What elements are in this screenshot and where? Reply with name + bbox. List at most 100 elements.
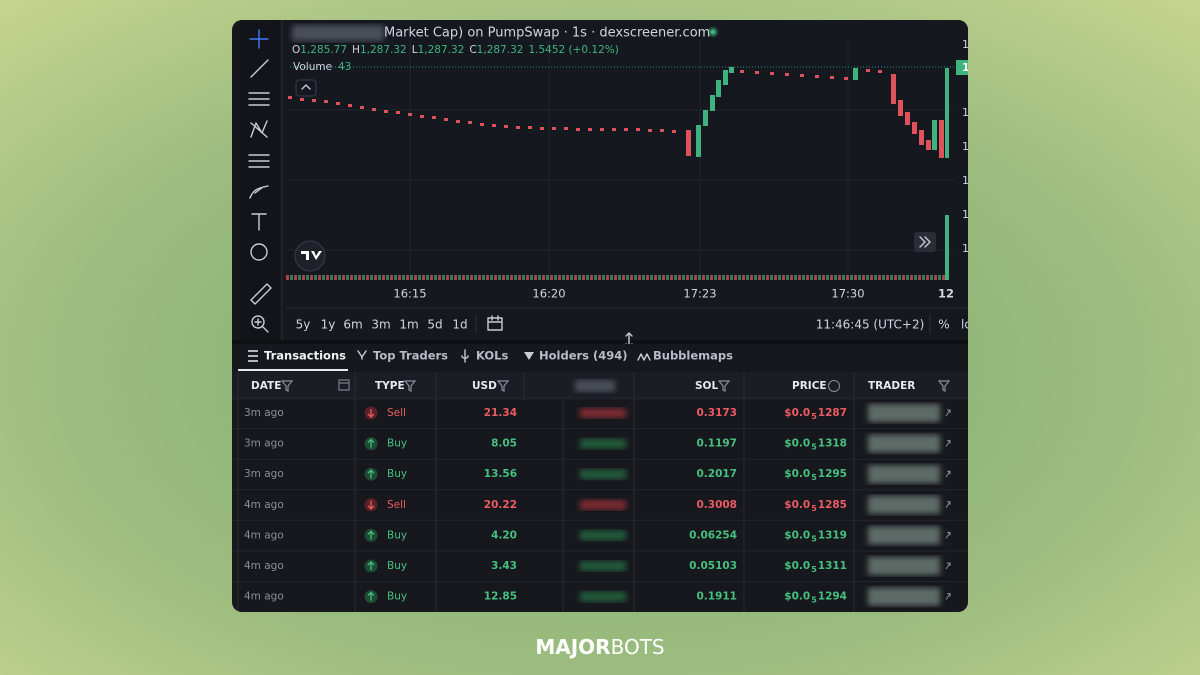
range-button[interactable]: 1d	[452, 318, 467, 332]
price-zeros: 5	[811, 534, 817, 543]
cell-usd: 3.43	[491, 560, 517, 572]
tab-bar	[232, 344, 968, 372]
column-header: TRADER	[868, 380, 915, 392]
trader-link[interactable]	[945, 531, 951, 539]
filter-icon[interactable]	[280, 380, 294, 392]
collapse-icon	[301, 84, 311, 90]
cell-usd: 8.05	[491, 438, 517, 450]
blurred-cell	[580, 499, 626, 510]
cell-sol: 0.1911	[696, 591, 737, 603]
blurred-trader	[868, 526, 940, 545]
type-arrow	[367, 409, 375, 418]
trader-link[interactable]	[945, 501, 951, 509]
filter-icon[interactable]	[403, 380, 417, 392]
ohlc-change: 1.5452 (+0.12%)	[528, 44, 618, 56]
cell-usd: 13.56	[484, 468, 517, 480]
trader-link[interactable]	[945, 409, 951, 417]
cell-price: $0.051285	[784, 499, 847, 513]
blurred-cell	[580, 530, 626, 541]
live-dot	[710, 29, 716, 35]
cell-usd: 20.22	[484, 499, 517, 511]
trader-link[interactable]	[945, 470, 951, 478]
date-calendar-icon[interactable]	[338, 379, 350, 391]
blurred-trader	[868, 404, 940, 422]
time-label: 16:20	[532, 287, 565, 301]
blurred-trader	[868, 495, 940, 514]
price-prefix: $0.0	[784, 438, 810, 450]
column-header: TYPE	[375, 380, 405, 392]
trader-link[interactable]	[945, 440, 951, 447]
blurred-trader	[868, 557, 940, 575]
range-button[interactable]: 1y	[321, 318, 336, 332]
range-toolbar	[285, 309, 968, 339]
cell-type: Buy	[387, 468, 407, 480]
price-scale-label: 1	[962, 140, 969, 153]
price-digits: 1311	[818, 560, 847, 572]
calendar-icon[interactable]	[487, 315, 503, 331]
type-arrow	[367, 561, 375, 570]
range-button[interactable]: 1m	[399, 318, 418, 332]
cell-price: $0.051287	[784, 407, 847, 421]
range-button[interactable]: 5d	[427, 318, 442, 332]
price-prefix: $0.0	[784, 560, 810, 572]
ohlc-line: O1,285.77 H1,287.32 L1,287.32 C1,287.32 1.54…	[292, 44, 619, 56]
filter-icon[interactable]	[937, 380, 951, 392]
volume-label: Volume	[293, 61, 332, 73]
price-scale-label: 1	[962, 174, 969, 187]
tab-icon	[637, 353, 651, 361]
blurred-cell	[580, 469, 626, 480]
collapse-button[interactable]	[295, 79, 317, 97]
clock: 11:46:45 (UTC+2)	[816, 318, 925, 332]
price-prefix: $0.0	[784, 529, 810, 541]
filter-icon[interactable]	[496, 380, 510, 392]
log-button[interactable]: lo	[961, 318, 972, 332]
cell-date: 3m ago	[244, 407, 284, 419]
tab[interactable]: Holders (494)	[539, 349, 628, 363]
price-zeros: 5	[811, 412, 817, 421]
cell-price: $0.051294	[784, 591, 847, 605]
column-header: SOL	[695, 380, 718, 392]
cell-date: 4m ago	[244, 591, 284, 603]
cell-type: Buy	[387, 438, 407, 450]
brand-light: BOTS	[611, 635, 665, 659]
cell-date: 4m ago	[244, 560, 284, 572]
price-prefix: $0.0	[784, 591, 810, 603]
time-label: 16:15	[393, 287, 426, 301]
tab[interactable]: KOLs	[476, 349, 508, 363]
blurred-trader	[868, 434, 940, 453]
tab[interactable]: Top Traders	[373, 349, 448, 363]
tab-icon	[524, 352, 534, 360]
price-digits: 1319	[818, 529, 847, 541]
brand-bold: MAJOR	[535, 635, 610, 659]
price-tag: 1	[962, 61, 970, 74]
blurred-cell	[580, 561, 626, 571]
tab[interactable]: Transactions	[264, 349, 346, 363]
chart-grid	[286, 40, 955, 280]
range-button[interactable]: 5y	[296, 318, 311, 332]
filter-icon[interactable]	[717, 380, 731, 392]
percent-button[interactable]: %	[938, 318, 949, 332]
currency-icon[interactable]	[828, 380, 840, 392]
column-header: PRICE	[792, 380, 827, 392]
column-header: DATE	[251, 380, 281, 392]
brand: MAJORBOTS	[535, 635, 664, 659]
type-arrow	[367, 469, 375, 479]
tv-logo	[294, 240, 326, 272]
pane-divider	[232, 340, 968, 344]
volume-spike	[945, 215, 949, 280]
cell-type: Buy	[387, 591, 407, 603]
cell-type: Buy	[387, 560, 407, 572]
type-arrow	[367, 530, 375, 540]
time-label: 12	[938, 287, 954, 301]
cell-price: $0.051318	[784, 438, 847, 452]
price-zeros: 5	[811, 473, 817, 482]
cell-date: 4m ago	[244, 499, 284, 511]
price-prefix: $0.0	[784, 499, 810, 511]
trader-link[interactable]	[945, 562, 951, 570]
tab[interactable]: Bubblemaps	[653, 349, 733, 363]
cell-sol: 0.05103	[689, 560, 737, 572]
trader-link[interactable]	[945, 593, 951, 600]
range-button[interactable]: 3m	[371, 318, 390, 332]
range-button[interactable]: 6m	[343, 318, 362, 332]
